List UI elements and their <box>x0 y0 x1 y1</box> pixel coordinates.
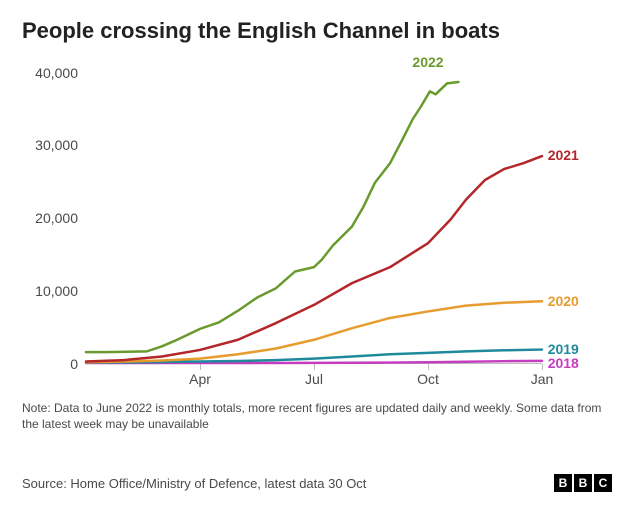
source-text: Source: Home Office/Ministry of Defence,… <box>22 476 366 491</box>
bbc-logo-letter: B <box>554 474 572 492</box>
y-tick-label: 40,000 <box>22 66 78 80</box>
plot-panel <box>86 58 542 364</box>
x-tick-mark <box>314 364 315 370</box>
x-tick-mark <box>428 364 429 370</box>
series-line-2021 <box>86 156 542 362</box>
series-line-2022 <box>86 82 458 352</box>
x-tick-mark <box>200 364 201 370</box>
series-lines <box>86 58 542 363</box>
y-tick-label: 30,000 <box>22 138 78 152</box>
bbc-logo-letter: C <box>594 474 612 492</box>
series-label-2020: 2020 <box>548 294 579 308</box>
series-label-2018: 2018 <box>548 356 579 370</box>
chart-note: Note: Data to June 2022 is monthly total… <box>22 400 612 432</box>
series-label-2022: 2022 <box>412 55 443 69</box>
x-tick-label: Oct <box>417 372 439 386</box>
x-tick-mark <box>542 364 543 370</box>
series-line-2020 <box>86 301 542 362</box>
chart-area: 0 10,000 20,000 30,000 40,000 Apr Jul Oct Jan 2… <box>22 52 612 392</box>
y-tick-label: 10,000 <box>22 284 78 298</box>
chart-footer: Source: Home Office/Ministry of Defence,… <box>22 474 612 492</box>
bbc-logo-letter: B <box>574 474 592 492</box>
series-label-2021: 2021 <box>548 148 579 162</box>
y-tick-label: 20,000 <box>22 211 78 225</box>
chart-card: People crossing the English Channel in b… <box>0 0 640 510</box>
x-tick-label: Jul <box>305 372 323 386</box>
chart-title: People crossing the English Channel in b… <box>22 18 612 44</box>
x-tick-label: Apr <box>189 372 211 386</box>
x-tick-label: Jan <box>531 372 554 386</box>
series-label-2019: 2019 <box>548 342 579 356</box>
y-tick-label: 0 <box>22 357 78 371</box>
bbc-logo: B B C <box>554 474 612 492</box>
